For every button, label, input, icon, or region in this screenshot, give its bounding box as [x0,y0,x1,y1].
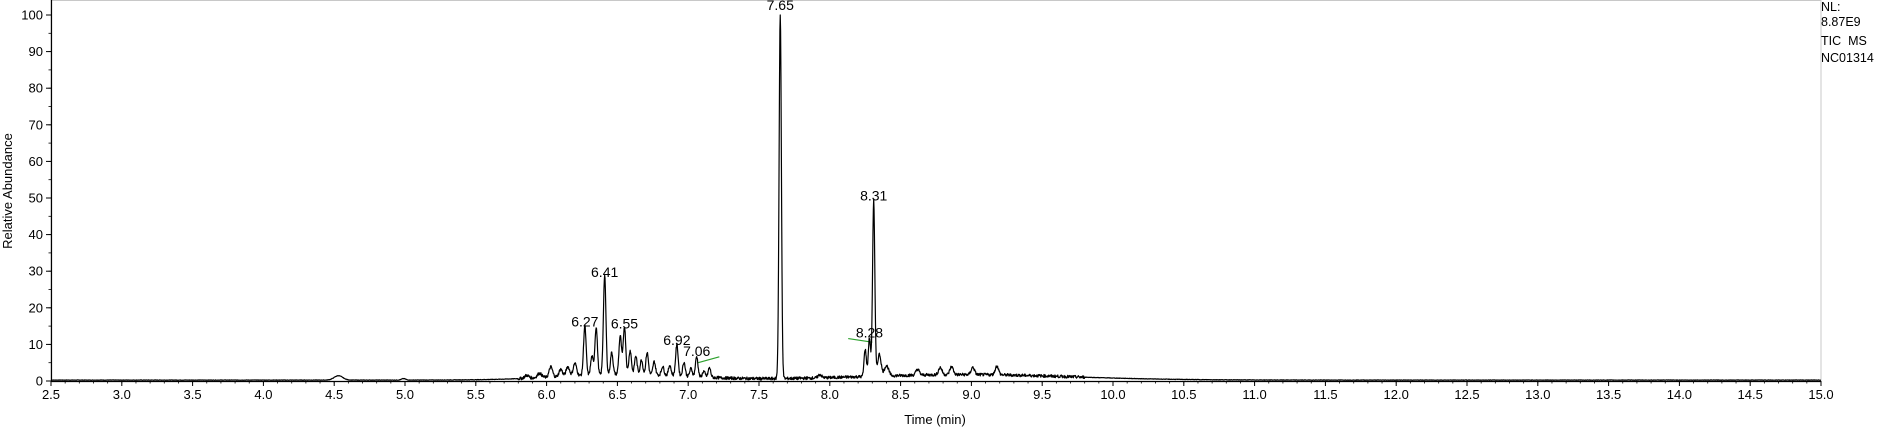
x-tick-label: 14.5 [1738,387,1763,402]
nl-label: NL: [1821,0,1840,14]
x-tick-label: 13.5 [1596,387,1621,402]
x-tick-label: 5.0 [396,387,414,402]
peak-label: 8.31 [860,187,887,203]
x-axis-title: Time (min) [904,412,966,427]
y-tick-label: 100 [21,8,43,23]
x-tick-label: 12.0 [1384,387,1409,402]
tic-trace-line [51,15,1821,380]
x-tick-label: 6.0 [538,387,556,402]
y-axis-ticks: 0 10 20 30 40 50 60 70 80 90 100 [21,8,51,389]
sample-name: NC01314 [1821,51,1874,65]
x-tick-label: 14.0 [1667,387,1692,402]
peak-label: 8.28 [856,325,883,341]
y-axis-title: Relative Abundance [0,133,15,249]
y-tick-label: 90 [29,44,43,59]
y-tick-label: 50 [29,191,43,206]
y-tick-label: 70 [29,117,43,132]
nl-value: 8.87E9 [1821,15,1861,29]
x-tick-label: 9.0 [962,387,980,402]
x-tick-label: 8.5 [892,387,910,402]
scan-filter: TIC MS [1821,34,1867,48]
peak-label: 6.55 [611,315,638,331]
plot-frame [51,1,1821,382]
integration-markers [698,339,872,363]
y-tick-label: 10 [29,337,43,352]
y-tick-label: 80 [29,81,43,96]
y-tick-label: 40 [29,227,43,242]
x-tick-label: 11.0 [1242,387,1266,402]
x-tick-label: 9.5 [1033,387,1051,402]
y-tick-label: 60 [29,154,43,169]
x-tick-label: 8.0 [821,387,839,402]
y-tick-label: 30 [29,264,43,279]
x-tick-label: 13.0 [1525,387,1550,402]
x-axis-ticks: 2.5 3.0 3.5 4.0 4.5 5.0 5.5 6.0 6.5 7.0 7.5 8.0 8.5 9… [42,381,1834,402]
y-tick-label: 0 [36,374,43,389]
x-tick-label: 6.5 [608,387,626,402]
x-tick-label: 11.5 [1313,387,1337,402]
x-tick-label: 2.5 [42,387,60,402]
x-tick-label: 4.5 [325,387,343,402]
x-tick-label: 10.5 [1171,387,1196,402]
peak-label: 7.06 [683,343,710,359]
peak-label: 6.41 [591,264,618,280]
peak-label: 7.65 [767,0,794,13]
peak-label: 6.27 [571,314,598,330]
axes [51,0,1821,382]
x-tick-label: 7.0 [679,387,697,402]
info-panel: NL: 8.87E9 TIC MS NC01314 [1821,0,1874,65]
x-tick-label: 12.5 [1454,387,1479,402]
peak-labels: 6.276.416.556.927.067.658.288.31 [571,0,887,359]
x-tick-label: 15.0 [1808,387,1833,402]
plot-area-border [51,1,1821,382]
x-tick-label: 5.5 [467,387,485,402]
x-tick-label: 4.0 [254,387,272,402]
x-tick-label: 3.5 [184,387,202,402]
x-tick-label: 7.5 [750,387,768,402]
y-tick-label: 20 [29,300,43,315]
x-tick-label: 10.0 [1100,387,1125,402]
x-tick-label: 3.0 [113,387,131,402]
